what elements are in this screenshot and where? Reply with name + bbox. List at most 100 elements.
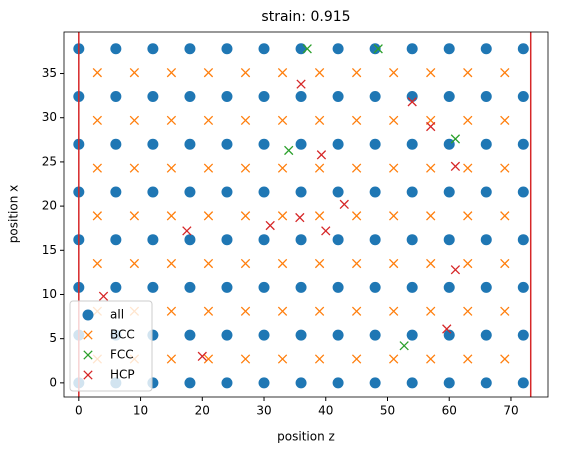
- y-axis-label: position x: [7, 185, 21, 243]
- point: [277, 354, 288, 364]
- point: [442, 324, 452, 334]
- point: [500, 306, 510, 316]
- point: [203, 67, 214, 78]
- point: [203, 163, 214, 173]
- legend-marker: [83, 350, 93, 360]
- point: [406, 329, 418, 341]
- point: [166, 354, 177, 364]
- point: [166, 258, 177, 269]
- point: [463, 211, 473, 221]
- point: [480, 43, 492, 55]
- point: [284, 145, 294, 156]
- point: [277, 258, 288, 269]
- point: [221, 138, 233, 150]
- point: [517, 43, 529, 55]
- point: [197, 351, 207, 362]
- y-tick-label: 20: [42, 199, 57, 213]
- point: [258, 186, 270, 198]
- point: [450, 134, 461, 144]
- point: [426, 121, 436, 132]
- point: [443, 329, 455, 341]
- point: [406, 138, 418, 150]
- point: [258, 281, 270, 293]
- point: [147, 43, 159, 55]
- point: [500, 354, 510, 364]
- point: [221, 234, 233, 246]
- legend-label: BCC: [110, 328, 135, 342]
- point: [406, 186, 418, 198]
- point: [369, 91, 381, 103]
- point: [277, 211, 288, 221]
- point: [129, 115, 140, 126]
- point: [332, 234, 344, 246]
- point: [443, 234, 455, 246]
- point: [463, 258, 473, 269]
- point: [184, 91, 196, 103]
- point: [258, 91, 270, 103]
- point: [110, 281, 122, 293]
- point: [351, 211, 362, 221]
- point: [369, 377, 381, 389]
- point: [500, 211, 510, 221]
- point: [406, 43, 418, 55]
- x-tick-label: 0: [75, 404, 83, 418]
- point: [517, 91, 529, 103]
- point: [182, 226, 192, 236]
- plot-frame: [63, 31, 549, 398]
- point: [351, 67, 362, 78]
- point: [480, 281, 492, 293]
- point: [406, 91, 418, 103]
- point: [221, 281, 233, 293]
- point: [443, 281, 455, 293]
- point: [295, 377, 307, 389]
- point: [129, 163, 140, 173]
- point: [258, 138, 270, 150]
- point: [517, 186, 529, 198]
- point: [295, 43, 307, 55]
- point: [302, 44, 312, 54]
- point: [480, 234, 492, 246]
- point: [406, 281, 418, 293]
- point: [295, 91, 307, 103]
- point: [314, 258, 325, 269]
- point: [129, 67, 140, 78]
- legend-box: [69, 300, 153, 392]
- point: [147, 138, 159, 150]
- point: [258, 234, 270, 246]
- point: [92, 67, 102, 78]
- point: [450, 265, 461, 275]
- point: [500, 67, 510, 78]
- point: [240, 211, 251, 221]
- point: [443, 43, 455, 55]
- point: [295, 138, 307, 150]
- point: [373, 44, 383, 54]
- point: [277, 163, 288, 173]
- point: [277, 67, 288, 78]
- point: [332, 43, 344, 55]
- point: [295, 329, 307, 341]
- point: [295, 281, 307, 293]
- x-tick-label: 30: [256, 404, 271, 418]
- point: [203, 258, 214, 269]
- y-tick-label: 35: [42, 66, 57, 80]
- point: [389, 211, 399, 221]
- point: [389, 163, 399, 173]
- series: [98, 79, 461, 362]
- point: [295, 234, 307, 246]
- point: [92, 163, 102, 173]
- point: [339, 199, 349, 209]
- point: [389, 306, 399, 316]
- point: [314, 67, 325, 78]
- point: [110, 186, 122, 198]
- y-tick-label: 5: [49, 331, 57, 345]
- point: [314, 306, 325, 316]
- point: [443, 377, 455, 389]
- legend-marker: [82, 309, 94, 321]
- point: [110, 91, 122, 103]
- point: [332, 138, 344, 150]
- point: [369, 43, 381, 55]
- point: [166, 67, 177, 78]
- point: [129, 211, 140, 221]
- legend-marker: [83, 330, 93, 340]
- point: [295, 212, 305, 223]
